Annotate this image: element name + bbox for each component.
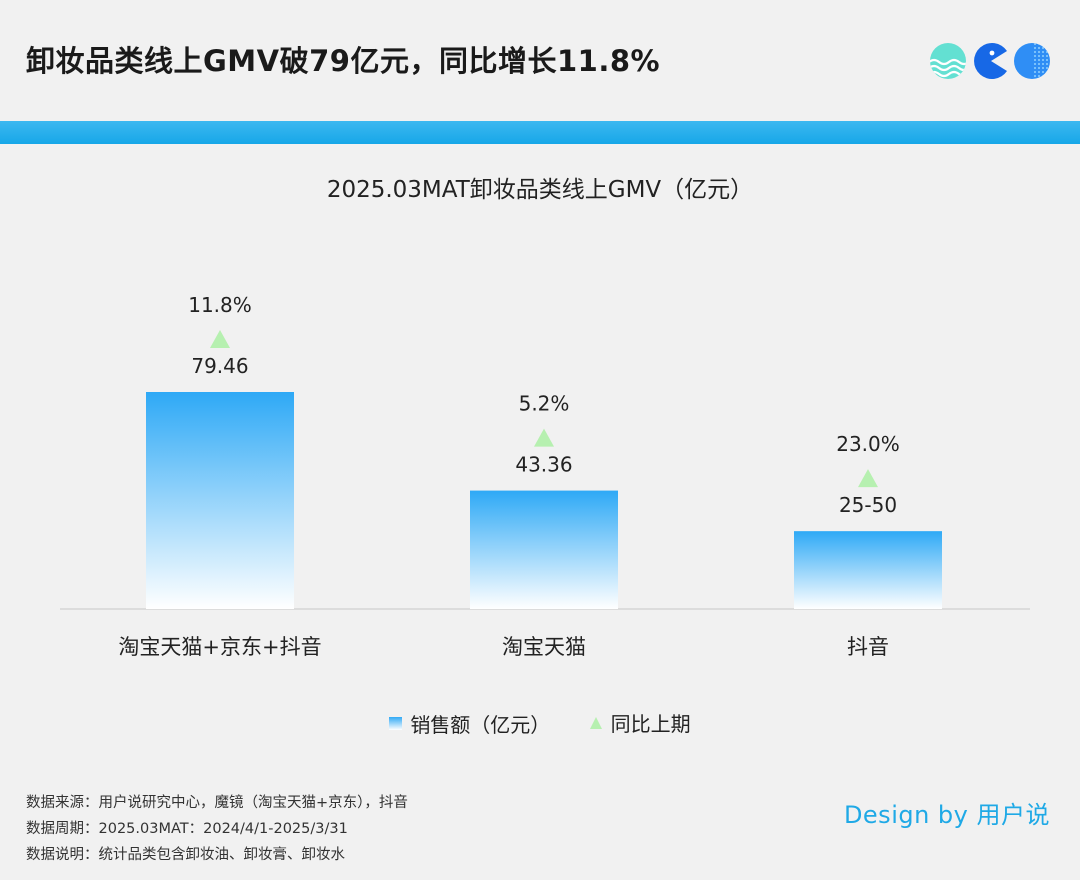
footer-source: 数据来源：用户说研究中心，魔镜（淘宝天猫+京东），抖音 (26, 795, 408, 811)
dotted-circle-icon (1014, 43, 1050, 79)
yoy-label-0: 11.8% (188, 293, 252, 317)
chart-title: 2025.03MAT卸妆品类线上GMV（亿元） (326, 177, 754, 203)
yoy-label-1: 5.2% (519, 392, 570, 416)
bar-chart: 79.46 11.8% 淘宝天猫+京东+抖音 43.36 5.2% 淘宝天猫 25-50 23… (60, 293, 1030, 659)
pacman-circle-icon (974, 43, 1007, 79)
bar-1 (470, 490, 618, 609)
brand-signature: Design by 用户说 (843, 801, 1050, 829)
bar-2 (794, 531, 942, 609)
wave-circle-icon (930, 43, 966, 79)
legend-item-yoy: 同比上期 (589, 708, 691, 737)
page-header-title: 卸妆品类线上GMV破79亿元，同比增长11.8% (26, 44, 661, 78)
bar-0 (146, 392, 294, 609)
footer-note: 数据说明：统计品类包含卸妆油、卸妆膏、卸妆水 (26, 847, 345, 863)
legend-bar-swatch (389, 716, 403, 730)
chart-legend: 销售额（亿元） 同比上期 (0, 708, 1080, 738)
bar-value-label-0: 79.46 (191, 354, 248, 378)
footer-notes: 数据来源：用户说研究中心，魔镜（淘宝天猫+京东），抖音 数据周期：2025.03… (26, 790, 408, 868)
accent-band (0, 121, 1080, 144)
yoy-marker-2 (858, 469, 878, 488)
yoy-label-2: 23.0% (836, 432, 900, 456)
bar-value-label-1: 43.36 (515, 453, 572, 477)
x-tick-label-0: 淘宝天猫+京东+抖音 (118, 635, 321, 659)
legend-sales-label: 销售额（亿元） (410, 712, 551, 737)
bar-value-label-2: 25-50 (839, 493, 897, 517)
legend-item-sales: 销售额（亿元） (389, 709, 550, 738)
legend-yoy-label: 同比上期 (610, 712, 691, 736)
yoy-marker-0 (210, 330, 230, 348)
legend-triangle-icon (589, 716, 602, 729)
yoy-marker-1 (534, 428, 554, 447)
x-tick-label-2: 抖音 (847, 635, 889, 659)
footer-period: 数据周期：2025.03MAT：2024/4/1-2025/3/31 (26, 821, 348, 837)
x-tick-label-1: 淘宝天猫 (502, 635, 586, 659)
